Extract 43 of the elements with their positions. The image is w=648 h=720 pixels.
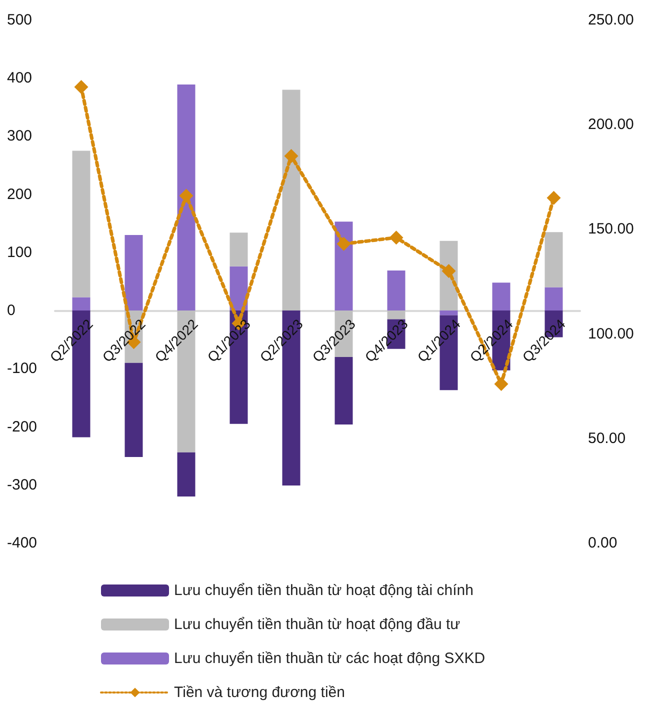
y2-tick-label: 100.00	[588, 325, 634, 342]
legend-label: Tiền và tương đương tiền	[174, 684, 345, 701]
y2-tick-label: 200.00	[588, 116, 634, 134]
bar	[230, 232, 248, 266]
bar	[387, 310, 406, 320]
bar	[440, 310, 458, 316]
legend-label: Lưu chuyển tiền thuần từ hoạt động đầu tư	[174, 616, 460, 633]
y-tick-label: 100	[7, 244, 32, 261]
legend-label: Lưu chuyển tiền thuần từ các hoạt động SXKD	[174, 650, 486, 667]
point	[284, 148, 298, 163]
point	[179, 188, 194, 203]
y-tick-label: 0	[7, 302, 16, 320]
y-tick-label: -300	[7, 476, 38, 494]
bar	[544, 232, 563, 288]
point	[336, 236, 351, 251]
bar	[334, 222, 353, 311]
bar	[177, 452, 196, 497]
bar	[492, 282, 510, 311]
point	[494, 377, 508, 392]
y-tick-label: 500	[7, 12, 32, 28]
y-tick-label: -400	[7, 534, 38, 552]
y-tick-label: -200	[7, 418, 38, 436]
bar	[387, 270, 406, 311]
y-tick-label: 400	[7, 70, 32, 87]
bar	[544, 287, 563, 311]
bar	[72, 150, 90, 298]
point	[546, 190, 561, 205]
y2-tick-label: 150.00	[588, 220, 634, 238]
bar	[282, 90, 300, 311]
bar	[177, 84, 196, 311]
y2-tick-label: 50.00	[588, 430, 626, 447]
legend-label: Lưu chuyển tiền thuần từ hoạt động tài chính	[174, 582, 474, 599]
bar	[124, 235, 143, 311]
point	[442, 264, 456, 278]
y-tick-label: -100	[7, 360, 38, 378]
point	[74, 80, 88, 94]
y2-tick-label: 0.00	[588, 534, 618, 552]
y-tick-label: 200	[7, 186, 32, 203]
y2-tick-label: 250.00	[588, 12, 634, 28]
y-tick-label: 300	[7, 128, 32, 145]
bar	[124, 362, 143, 457]
point	[389, 230, 404, 245]
bar	[72, 297, 90, 311]
